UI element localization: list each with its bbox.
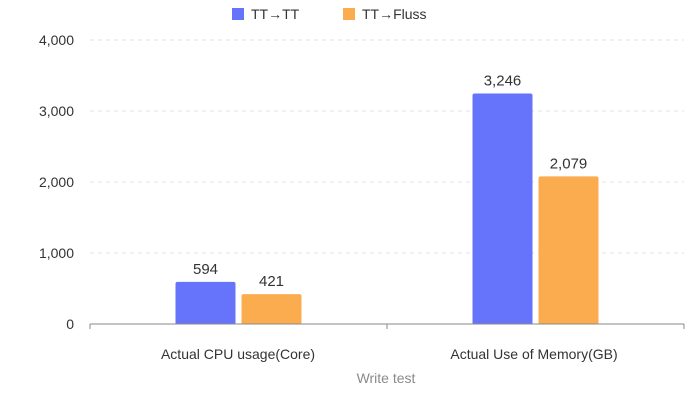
value-labels: 594 421 3,246 2,079 [193, 73, 587, 291]
category-label-memory: Actual Use of Memory(GB) [450, 346, 617, 362]
y-tick-label: 2,000 [39, 174, 74, 190]
legend-label-tt-fluss: TT→Fluss [362, 6, 427, 22]
bars [175, 93, 599, 324]
y-tick-label: 3,000 [39, 103, 74, 119]
legend-swatch-tt-fluss [343, 8, 355, 20]
bar [241, 294, 302, 324]
bar-value-label: 2,079 [550, 155, 588, 172]
bar-value-label: 3,246 [484, 73, 522, 90]
grid-lines [90, 39, 684, 254]
bar-value-label: 594 [193, 261, 218, 278]
y-tick-label: 4,000 [39, 32, 74, 48]
legend-swatch-tt-tt [232, 8, 244, 20]
x-axis-ticks [89, 324, 685, 329]
category-label-cpu: Actual CPU usage(Core) [161, 346, 315, 362]
bar-value-label: 421 [259, 273, 284, 290]
y-tick-label: 1,000 [39, 245, 74, 261]
bar [538, 176, 599, 324]
legend-label-tt-tt: TT→TT [251, 6, 300, 22]
bar [175, 281, 236, 324]
y-axis-ticks: 0 1,000 2,000 3,000 4,000 [39, 32, 74, 332]
x-axis-title: Write test [357, 370, 416, 386]
legend: TT→TT TT→Fluss [232, 6, 427, 22]
y-tick-label: 0 [66, 316, 74, 332]
bar [472, 93, 533, 324]
category-labels: Actual CPU usage(Core) Actual Use of Mem… [161, 346, 618, 362]
